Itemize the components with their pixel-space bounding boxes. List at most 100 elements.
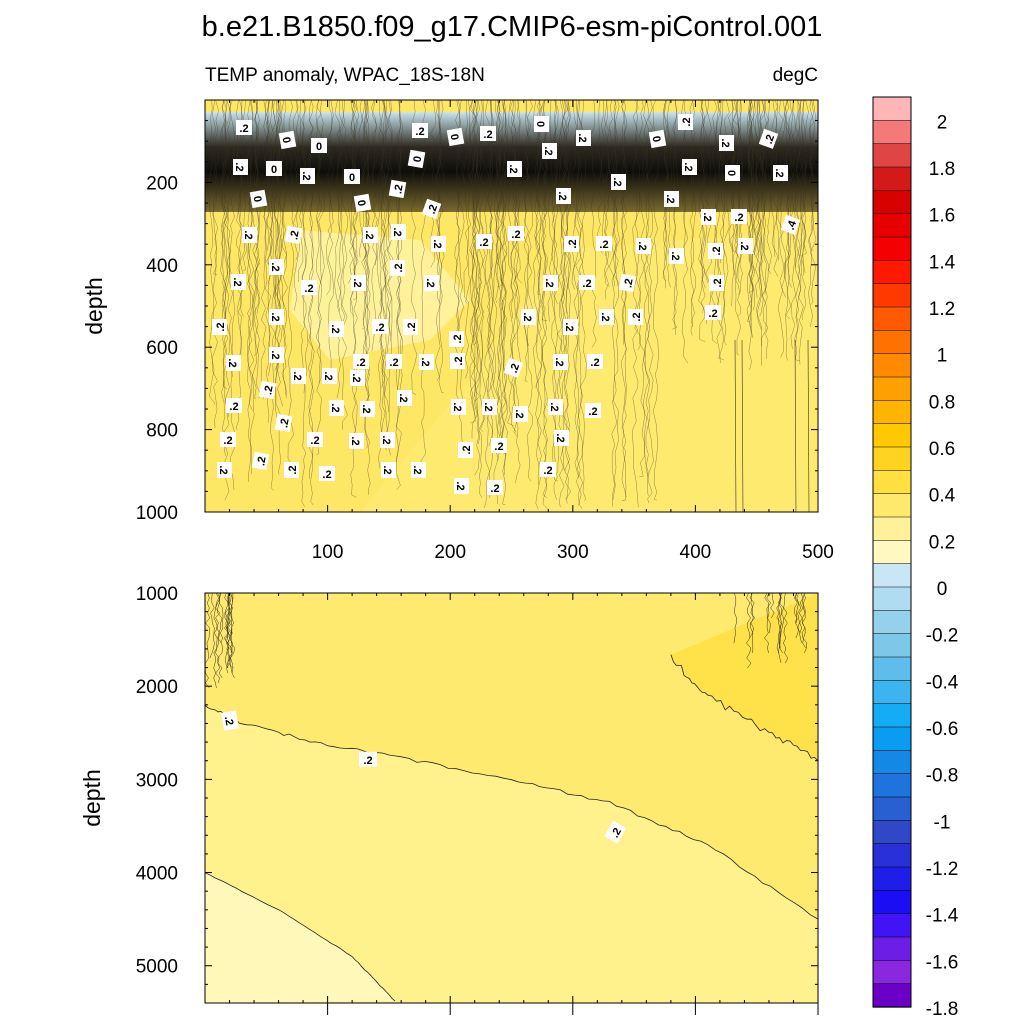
upper-panel: .2 0 0 .2 0 .2 0 .2 0 .2 .2 .2 .2 0 .2 0 0 .2 .2 .2 0 .2 0 .2 0.… [81, 99, 834, 563]
upper-contour-line [253, 100, 260, 356]
colorbar-box [872, 190, 912, 215]
contour-label-box [412, 123, 428, 138]
upper-contour-line [580, 100, 587, 501]
contour-label: 0 [534, 116, 549, 132]
contour-label-text: 0 [448, 133, 461, 141]
contour-label-text: .2 [231, 277, 243, 286]
colorbar-box [872, 703, 912, 728]
contour-label-text: .2 [611, 177, 623, 186]
upper-contour-line [336, 100, 343, 399]
lower-contour-line [779, 593, 785, 649]
contour-label-box [604, 820, 627, 844]
upper-contour-line [266, 100, 274, 285]
contour-label-box [596, 236, 612, 251]
contour-label: .2 [319, 466, 335, 481]
contour-label-text: .2 [411, 465, 423, 474]
contour-label-box [411, 462, 426, 478]
contour-label-text: .2 [397, 393, 409, 402]
contour-label-box [576, 130, 591, 146]
contour-label: .2 [587, 354, 603, 369]
upper-contour-line [689, 100, 696, 328]
upper-contour-line [596, 100, 603, 254]
upper-contour-line [760, 100, 766, 295]
y-tick-label: 5000 [136, 957, 178, 978]
contour-label-box [540, 462, 556, 477]
upper-contour-line [801, 100, 807, 256]
contour-label: .2 [220, 432, 236, 447]
lower-contour-line [783, 593, 789, 664]
contour-label-text: 0 [271, 164, 277, 176]
lower-contour-line [746, 593, 752, 669]
contour-label-box [773, 165, 788, 181]
contour-label: .2 [386, 354, 402, 369]
upper-contour-line [590, 100, 597, 348]
contour-label-text: .2 [392, 184, 405, 195]
contour-label: .2 [269, 259, 284, 275]
upper-contour-line [469, 100, 476, 424]
contour-label: .2 [491, 438, 507, 453]
y-tick-label: 600 [146, 338, 178, 359]
contour-label: 0 [446, 127, 465, 147]
colorbar-label: 2 [937, 112, 948, 133]
upper-contour-line [608, 100, 616, 287]
upper-contour-line [341, 100, 348, 430]
contour-label-box [554, 430, 569, 446]
upper-contour-line [471, 100, 477, 346]
contour-label-text: .2 [217, 465, 229, 474]
upper-contour-line [807, 339, 810, 512]
lower-contour-noise [205, 593, 808, 689]
contour-label-text: .2 [381, 465, 393, 474]
contour-label-text: .2 [300, 171, 312, 180]
contour-label-box [266, 161, 282, 176]
contour-label: 0 [278, 130, 297, 150]
contour-label-box [491, 438, 507, 453]
contour-label-text: .2 [622, 278, 635, 289]
upper-contour-line [680, 100, 687, 258]
upper-contour-line [647, 100, 654, 504]
upper-contour-line [632, 100, 639, 508]
y-tick-label: 1000 [136, 584, 178, 605]
upper-contour-line [236, 100, 243, 357]
contour-label-box [274, 413, 293, 433]
contour-label-box [311, 138, 327, 153]
contour-label-text: .2 [291, 371, 303, 380]
contour-label-text: .2 [483, 129, 492, 141]
contour-label-box [251, 451, 270, 471]
contour-label-text: .2 [451, 402, 463, 411]
upper-contour-line [794, 100, 801, 344]
upper-contour-line [756, 100, 763, 366]
upper-contour-line [297, 100, 304, 283]
contour-label: 0 [266, 161, 282, 176]
upper-contour-line [752, 100, 759, 256]
contour-label-text: .2 [599, 312, 611, 321]
subtitle-left: TEMP anomaly, WPAC_18S-18N [205, 65, 485, 86]
contour-label-box [553, 354, 568, 370]
contour-label-text: .2 [278, 418, 291, 429]
contour-label-box [351, 275, 366, 291]
colorbar-label: 0.2 [929, 532, 955, 553]
colorbar-label: -0.6 [926, 719, 959, 740]
upper-contour-line [269, 100, 276, 322]
upper-contour-line [808, 100, 814, 327]
contour-label: .2 [480, 126, 496, 141]
contour-label-text: .2 [262, 385, 275, 396]
contour-label-text: .2 [682, 162, 694, 171]
contour-label: .2 [381, 462, 396, 478]
upper-contour-line [220, 100, 227, 333]
contour-label: .2 [236, 120, 252, 135]
contour-label: .2 [705, 305, 721, 320]
contour-label-box [449, 331, 464, 347]
y-tick-label: 3000 [136, 770, 178, 791]
contour-label-box [226, 398, 242, 413]
contour-label: .2 [388, 179, 407, 199]
colorbar-box [872, 236, 912, 261]
contour-label-box [291, 368, 306, 384]
upper-contour-line [494, 100, 501, 303]
upper-contour-line [802, 100, 809, 273]
upper-contour-line [246, 100, 254, 474]
contour-label-box [648, 129, 667, 149]
contour-label-box [431, 236, 446, 252]
colorbar-box [872, 306, 912, 331]
contour-label-box [682, 159, 697, 175]
